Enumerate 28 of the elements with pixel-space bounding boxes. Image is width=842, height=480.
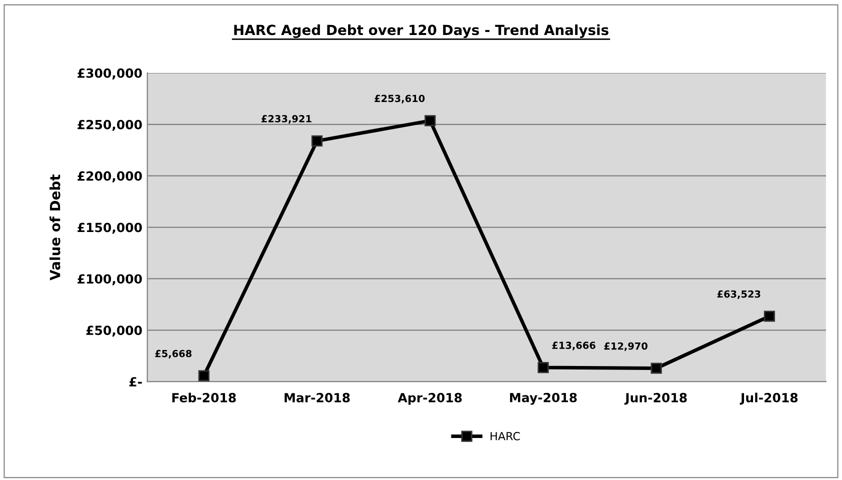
y-tick-label: £150,000: [78, 222, 142, 234]
point: [764, 310, 776, 322]
data-label: £233,921: [262, 115, 312, 124]
point: [650, 362, 662, 374]
x-tick-label: Mar-2018: [284, 392, 350, 402]
x-tick-label: Jul-2018: [740, 392, 798, 405]
y-tick-label: £100,000: [78, 274, 142, 286]
point: [311, 135, 323, 146]
x-tick-label: Apr-2018: [398, 392, 462, 405]
y-tick-label: £-: [129, 377, 142, 386]
y-axis-title: Value of Debt: [50, 174, 60, 280]
chart-title: HARC Aged Debt over 120 Days - Trend Analysis: [234, 24, 608, 38]
data-label: £253,610: [374, 94, 425, 104]
y-tick-label: £300,000: [78, 68, 142, 80]
legend-label: HARC: [490, 432, 520, 440]
point: [538, 362, 549, 374]
data-label: £12,970: [604, 342, 648, 351]
x-tick-label: Feb-2018: [172, 392, 236, 402]
data-label: £63,523: [717, 290, 760, 299]
y-tick-label: £200,000: [78, 171, 142, 182]
x-tick-label: May-2018: [510, 392, 577, 405]
point: [424, 115, 436, 126]
y-tick-label: £250,000: [78, 120, 142, 131]
point: [198, 370, 210, 382]
y-tick-label: £50,000: [86, 326, 142, 337]
data-label: £5,668: [155, 350, 192, 358]
data-label: £13,666: [552, 342, 596, 350]
x-tick-label: Jun-2018: [624, 392, 687, 405]
